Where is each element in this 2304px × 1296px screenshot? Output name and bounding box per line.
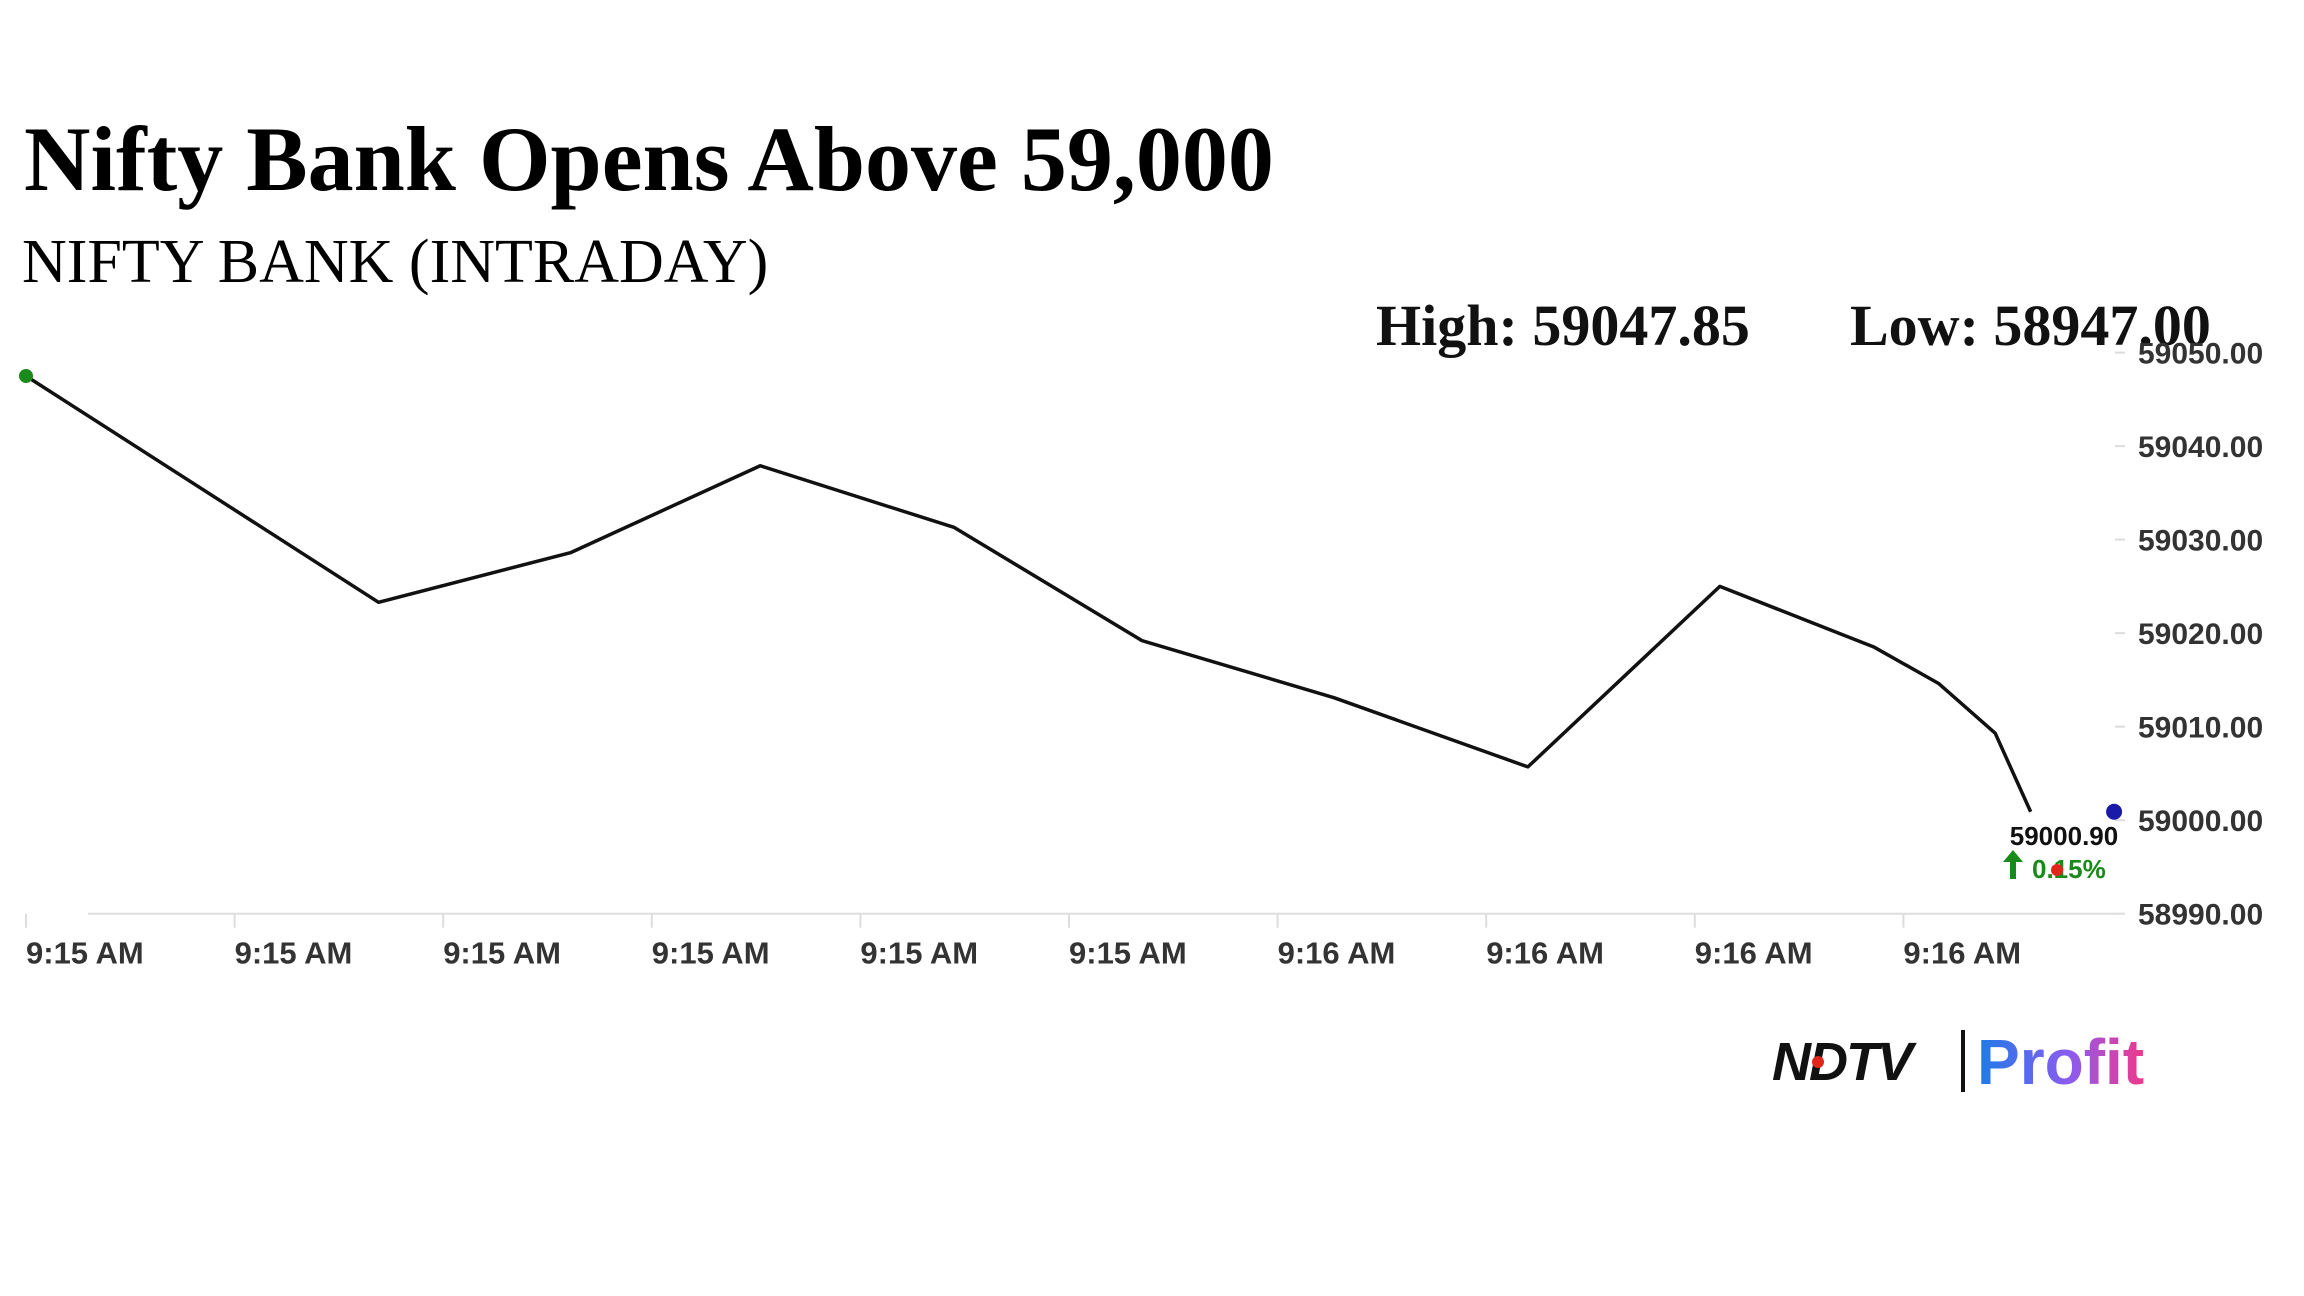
x-tick-label: 9:16 AM	[1903, 936, 2021, 971]
logo: NDTV Profit	[1772, 1026, 2144, 1098]
x-tick-label: 9:15 AM	[443, 936, 561, 971]
y-tick-label: 59030.00	[2138, 525, 2263, 558]
series-line	[25, 374, 2033, 813]
logo-brand: NDTV	[1772, 1032, 1917, 1092]
last-label: 59000.90	[2010, 821, 2118, 851]
last-dot	[2106, 803, 2123, 820]
logo-dot	[1812, 1056, 1824, 1068]
chart-subtitle: NIFTY BANK (INTRADAY)	[22, 228, 768, 296]
marker-dot	[2051, 864, 2063, 876]
x-tick-label: 9:15 AM	[26, 936, 144, 971]
y-tick-label: 59050.00	[2138, 338, 2263, 371]
chart-title: Nifty Bank Opens Above 59,000	[24, 108, 1274, 210]
y-tick-label: 59020.00	[2138, 618, 2263, 651]
stat-label: Low:	[1850, 293, 1979, 358]
x-tick-label: 9:16 AM	[1278, 936, 1396, 971]
stats: High: 59047.85 Low: 58947.00	[1376, 293, 2211, 358]
stat-value: 59047.85	[1532, 293, 1750, 358]
start-dot	[19, 368, 33, 383]
last-change: 0.15%	[2032, 854, 2106, 884]
x-tick-label: 9:15 AM	[652, 936, 770, 971]
y-tick-label: 59000.00	[2138, 805, 2263, 838]
stat-value: 58947.00	[1993, 293, 2211, 358]
logo-product: Profit	[1977, 1026, 2144, 1098]
change-arrow	[2003, 850, 2023, 879]
x-tick-label: 9:15 AM	[860, 936, 978, 971]
y-tick-label: 58990.00	[2138, 899, 2263, 932]
stat: Low: 58947.00	[1850, 293, 2211, 358]
y-tick-label: 59010.00	[2138, 712, 2263, 745]
plot: 58990.00 59000.00 59010.00 59020.00 59030.00…	[19, 338, 2263, 971]
x-tick-label: 9:16 AM	[1486, 936, 1604, 971]
y-tick-label: 59040.00	[2138, 431, 2263, 464]
stat: High: 59047.85	[1376, 293, 1750, 358]
stat-label: High:	[1376, 293, 1518, 358]
x-tick-label: 9:15 AM	[235, 936, 353, 971]
x-tick-label: 9:16 AM	[1695, 936, 1813, 971]
x-tick-label: 9:15 AM	[1069, 936, 1187, 971]
